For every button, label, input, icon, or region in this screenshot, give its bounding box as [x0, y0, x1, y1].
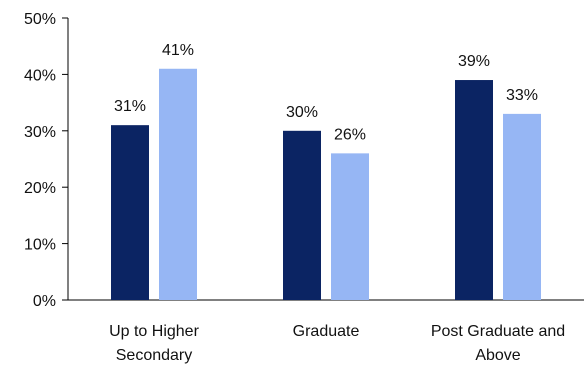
bar — [159, 68, 197, 300]
bar — [283, 130, 321, 300]
x-category-label: Above — [475, 347, 520, 364]
y-tick-label: 20% — [24, 180, 56, 197]
x-category-label: Up to Higher — [109, 323, 199, 340]
y-tick-label: 40% — [24, 67, 56, 84]
data-label: 41% — [162, 42, 194, 59]
y-tick-label: 30% — [24, 124, 56, 141]
data-label: 26% — [334, 126, 366, 143]
x-category-label: Secondary — [116, 347, 193, 364]
bars — [111, 68, 541, 300]
y-tick-label: 0% — [33, 293, 56, 310]
x-category-label: Post Graduate and — [431, 323, 565, 340]
bar — [111, 125, 149, 300]
data-label: 39% — [458, 53, 490, 70]
category-labels: Up to Higher Secondary Graduate Post Gradua… — [109, 323, 565, 364]
data-label: 33% — [506, 87, 538, 104]
bar — [503, 113, 541, 300]
data-label: 31% — [114, 98, 146, 115]
bar — [455, 80, 493, 300]
data-labels: 31% 41% 30% 26% 39% 33% — [114, 42, 538, 144]
data-label: 30% — [286, 104, 318, 121]
bar — [331, 153, 369, 300]
y-axis-ticks: 0% 10% 20% 30% 40% 50% — [24, 11, 68, 310]
y-tick-label: 10% — [24, 237, 56, 254]
x-category-label: Graduate — [293, 323, 360, 340]
y-tick-label: 50% — [24, 11, 56, 28]
